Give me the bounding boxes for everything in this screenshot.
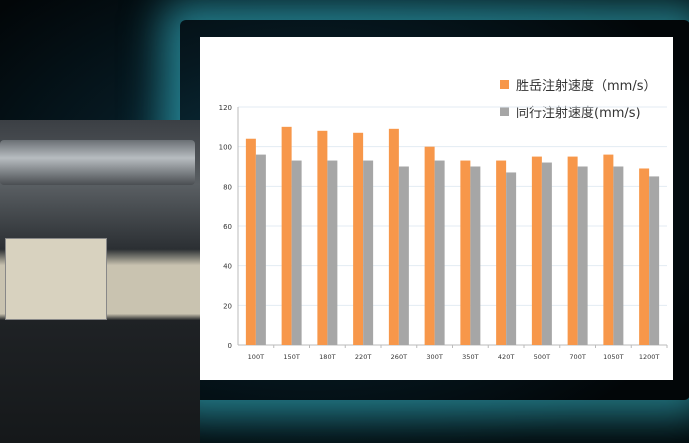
bar-peer [255,154,266,345]
legend-label: 胜岳注射速度（mm/s） [516,79,657,94]
y-tick-label: 60 [223,223,232,231]
x-tick-label: 350T [462,353,478,361]
x-tick-label: 260T [391,353,407,361]
bar-shengyue [531,156,542,345]
machine-image [0,120,200,443]
legend-swatch [500,80,509,89]
bar-peer [398,166,409,345]
y-tick-label: 80 [223,183,232,191]
bar-peer [613,166,624,345]
legend-swatch [500,107,509,116]
x-tick-label: 180T [319,353,335,361]
x-tick-label: 500T [534,353,550,361]
bar-shengyue [281,126,292,345]
bar-shengyue [496,160,507,345]
bar-peer [363,160,374,345]
bar-peer [649,176,660,345]
x-tick-label: 150T [283,353,299,361]
y-tick-label: 100 [219,144,232,152]
bar-shengyue [388,128,399,345]
bar-peer [541,162,552,345]
machine-cabinet [5,238,107,320]
legend-label: 同行注射速度(mm/s) [516,106,641,121]
bar-chart: 0 20 40 60 80 100 120 100T 150T 180T 220T 260T 300T 3… [219,104,668,361]
machine-barrel [0,140,195,185]
legend-item-peer: 同行注射速度(mm/s) [500,102,641,121]
bar-shengyue [460,160,471,345]
bar-shengyue [603,154,614,345]
x-tick-label: 1200T [639,353,660,361]
x-tick-label: 300T [426,353,442,361]
bar-peer [577,166,588,345]
bar-peer [470,166,481,345]
chart-panel: 胜岳注射速度（mm/s） 同行注射速度(mm/s) 0 20 40 60 80 100 12… [200,37,673,380]
bar-peer [291,160,302,345]
x-tick-label: 700T [569,353,585,361]
x-tick-label: 100T [248,353,264,361]
bar-shengyue [567,156,578,345]
bar-shengyue [317,130,328,345]
bar-peer [506,172,517,345]
bar-shengyue [639,168,650,345]
y-tick-label: 20 [223,302,232,310]
bar-shengyue [424,146,435,345]
bar-shengyue [353,132,364,345]
x-tick-label: 1050T [603,353,624,361]
x-tick-label: 220T [355,353,371,361]
bar-shengyue [245,138,256,345]
bar-peer [434,160,445,345]
bar-peer [327,160,338,345]
y-tick-label: 120 [219,104,232,112]
x-tick-label: 420T [498,353,514,361]
legend-item-shengyue: 胜岳注射速度（mm/s） [500,75,656,94]
y-tick-label: 40 [223,263,232,271]
y-tick-label: 0 [228,342,232,350]
